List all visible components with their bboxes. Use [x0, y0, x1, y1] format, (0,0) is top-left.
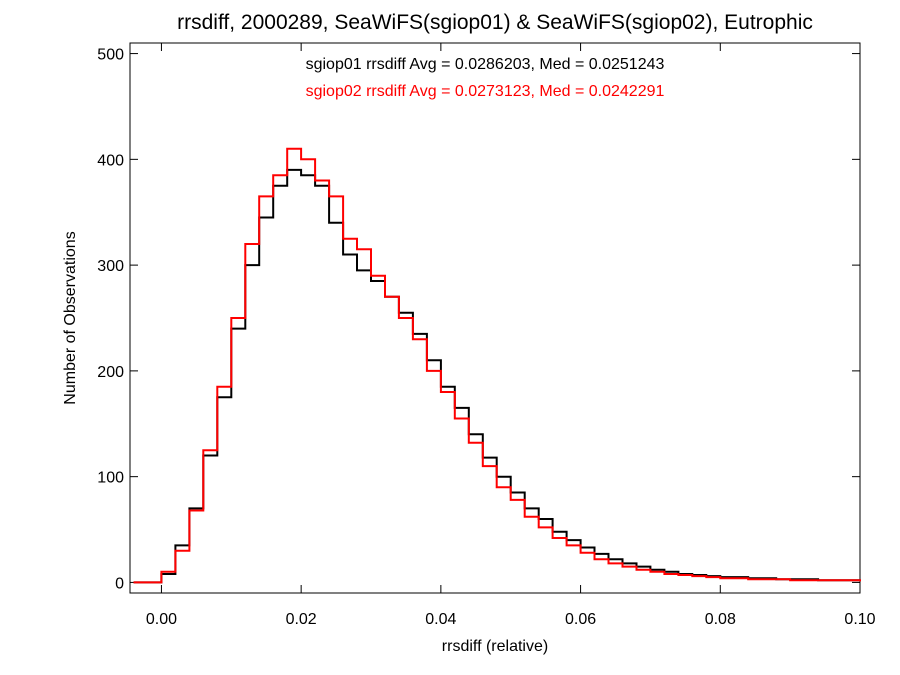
y-tick-label: 500: [97, 47, 124, 64]
legend-entry-sgiop01: sgiop01 rrsdiff Avg = 0.0286203, Med = 0…: [306, 56, 665, 73]
y-tick-label: 400: [97, 152, 124, 169]
plot-frame: [129, 42, 861, 594]
x-tick-label: 0.08: [705, 611, 736, 628]
series-layer: [133, 147, 861, 584]
x-tick-label: 0.02: [286, 611, 317, 628]
series-line-1: [133, 168, 860, 584]
x-axis-label: rrsdiff (relative): [442, 638, 548, 655]
series-line-2: [133, 147, 861, 584]
x-axis-ticks: 0.00 0.02 0.04 0.06 0.08 0.10: [146, 43, 876, 628]
x-tick-label: 0.04: [425, 611, 456, 628]
y-tick-label: 300: [97, 258, 124, 275]
y-tick-label: 100: [97, 470, 124, 487]
x-tick-label: 0.10: [844, 611, 875, 628]
y-tick-label: 0: [115, 575, 124, 592]
x-tick-label: 0.06: [565, 611, 596, 628]
y-axis-label: Number of Observations: [62, 231, 79, 404]
chart-title: rrsdiff, 2000289, SeaWiFS(sgiop01) & Sea…: [177, 11, 813, 34]
legend-entry-sgiop02: sgiop02 rrsdiff Avg = 0.0273123, Med = 0…: [306, 83, 665, 100]
x-tick-label: 0.00: [146, 611, 177, 628]
y-axis-ticks: 0 100 200 300 400 500: [97, 47, 860, 592]
y-tick-label: 200: [97, 364, 124, 381]
